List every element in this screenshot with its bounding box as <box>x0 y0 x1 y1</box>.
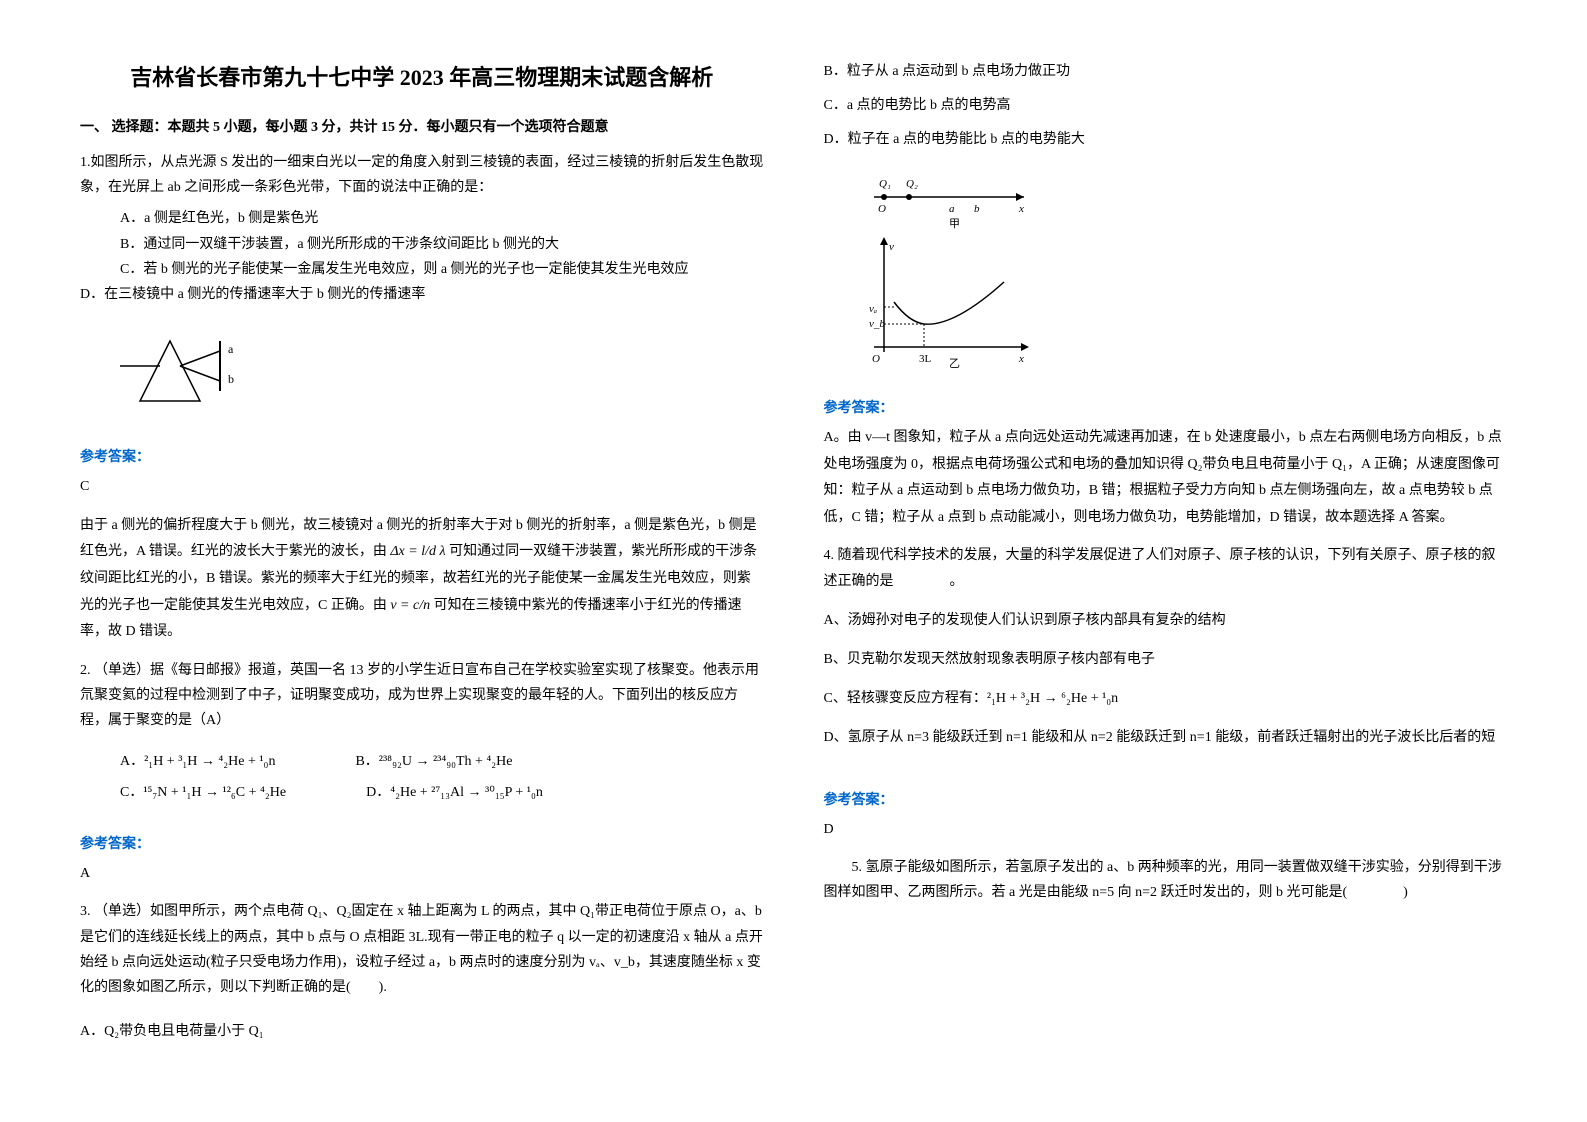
section-header: 一、 选择题：本题共 5 小题，每小题 3 分，共计 15 分．每小题只有一个选… <box>80 116 764 136</box>
document-title: 吉林省长春市第九十七中学 2023 年高三物理期末试题含解析 <box>80 60 764 92</box>
svg-text:b: b <box>974 203 980 215</box>
q3-optD: D．粒子在 a 点的电势能比 b 点的电势能大 <box>824 128 1508 148</box>
q1-optB: B．通过同一双缝干涉装置，a 侧光所形成的干涉条纹间距比 b 侧光的大 <box>120 232 764 257</box>
q3-answer: A。由 v—t 图象知，粒子从 a 点向远处运动先减速再加速，在 b 处速度最小… <box>824 425 1508 531</box>
q2-answer-letter: A <box>80 861 764 888</box>
svg-text:v: v <box>889 241 894 253</box>
q1-answer-letter: C <box>80 474 764 501</box>
q1-optC: C．若 b 侧光的光子能使某一金属发生光电效应，则 a 侧光的光子也一定能使其发… <box>120 257 764 282</box>
question-2: 2. （单选）据《每日邮报》报道，英国一名 13 岁的小学生近日宣布自己在学校实… <box>80 658 764 809</box>
svg-text:v_b: v_b <box>869 318 885 330</box>
q2-optA: A．²₁H + ³₁H → ⁴₂He + ¹₀n <box>120 747 275 778</box>
q2-answer-label: 参考答案： <box>80 833 764 853</box>
q2-optC: C．¹⁵₇N + ¹₁H → ¹²₆C + ⁴₂He <box>120 778 286 809</box>
q4-answer-letter: D <box>824 817 1508 844</box>
prism-diagram: a b <box>120 331 764 426</box>
svg-text:乙: 乙 <box>949 357 960 370</box>
q4-optB: B、贝克勒尔发现天然放射现象表明原子核内部有电子 <box>824 647 1508 672</box>
q4-text: 4. 随着现代科学技术的发展，大量的科学发展促进了人们对原子、原子核的认识，下列… <box>824 543 1508 593</box>
svg-text:甲: 甲 <box>949 218 960 230</box>
svg-text:Q₂: Q₂ <box>906 178 918 190</box>
q1-optA: A．a 侧是红色光，b 侧是紫色光 <box>120 206 764 231</box>
q2-optB: B．²³⁸₉₂U → ²³⁴₉₀Th + ⁴₂He <box>355 747 512 778</box>
svg-text:x: x <box>1018 353 1024 365</box>
q2-optD: D．⁴₂He + ²⁷₁₃Al → ³⁰₁₅P + ¹₀n <box>366 778 543 809</box>
q2-row2: C．¹⁵₇N + ¹₁H → ¹²₆C + ⁴₂He D．⁴₂He + ²⁷₁₃… <box>120 778 764 809</box>
svg-text:O: O <box>878 203 886 215</box>
q4-optD: D、氢原子从 n=3 能级跃迁到 n=1 能级和从 n=2 能级跃迁到 n=1 … <box>824 725 1508 750</box>
q1-answer-body: 由于 a 侧光的偏折程度大于 b 侧光，故三棱镜对 a 侧光的折射率大于对 b … <box>80 513 764 646</box>
q3-optB: B．粒子从 a 点运动到 b 点电场力做正功 <box>824 60 1508 80</box>
charge-diagram: Q₁ Q₂ O a b x 甲 v x O vₐ v_b 3L 乙 <box>864 172 1508 377</box>
q1-text: 1.如图所示，从点光源 S 发出的一细束白光以一定的角度入射到三棱镜的表面，经过… <box>80 150 764 200</box>
q2-row1: A．²₁H + ³₁H → ⁴₂He + ¹₀n B．²³⁸₉₂U → ²³⁴₉… <box>120 747 764 778</box>
q4-optC: C、轻核骤变反应方程有：²₁H + ³₂H → ⁶₂He + ¹₀n <box>824 686 1508 711</box>
q3-optA: A．Q₂带负电且电荷量小于 Q₁ <box>80 1020 764 1040</box>
svg-text:a: a <box>949 203 955 215</box>
left-column: 吉林省长春市第九十七中学 2023 年高三物理期末试题含解析 一、 选择题：本题… <box>80 60 764 1062</box>
q3-answer-label: 参考答案： <box>824 397 1508 417</box>
svg-text:a: a <box>228 342 234 356</box>
svg-text:x: x <box>1018 203 1024 215</box>
svg-text:3L: 3L <box>919 353 932 365</box>
question-3: 3. （单选）如图甲所示，两个点电荷 Q₁、Q₂固定在 x 轴上距离为 L 的两… <box>80 899 764 1006</box>
svg-text:O: O <box>872 353 880 365</box>
q1-formula2: v = c/n <box>390 598 430 613</box>
question-4: 4. 随着现代科学技术的发展，大量的科学发展促进了人们对原子、原子核的认识，下列… <box>824 543 1508 764</box>
q1-answer-label: 参考答案： <box>80 446 764 466</box>
question-1: 1.如图所示，从点光源 S 发出的一细束白光以一定的角度入射到三棱镜的表面，经过… <box>80 150 764 307</box>
svg-text:b: b <box>228 372 234 386</box>
q1-formula1: Δx = l/d λ <box>390 544 445 559</box>
q1-optD: D．在三棱镜中 a 侧光的传播速率大于 b 侧光的传播速率 <box>80 282 764 307</box>
q4-optA: A、汤姆孙对电子的发现使人们认识到原子核内部具有复杂的结构 <box>824 608 1508 633</box>
question-5: 5. 氢原子能级如图所示，若氢原子发出的 a、b 两种频率的光，用同一装置做双缝… <box>824 855 1508 911</box>
q3-text: 3. （单选）如图甲所示，两个点电荷 Q₁、Q₂固定在 x 轴上距离为 L 的两… <box>80 899 764 1000</box>
q2-text: 2. （单选）据《每日邮报》报道，英国一名 13 岁的小学生近日宣布自己在学校实… <box>80 658 764 734</box>
q4-answer-label: 参考答案： <box>824 789 1508 809</box>
right-column: B．粒子从 a 点运动到 b 点电场力做正功 C．a 点的电势比 b 点的电势高… <box>824 60 1508 1062</box>
q3-optC: C．a 点的电势比 b 点的电势高 <box>824 94 1508 114</box>
q5-text: 5. 氢原子能级如图所示，若氢原子发出的 a、b 两种频率的光，用同一装置做双缝… <box>824 855 1508 905</box>
svg-text:vₐ: vₐ <box>869 303 877 315</box>
svg-text:Q₁: Q₁ <box>879 178 891 190</box>
